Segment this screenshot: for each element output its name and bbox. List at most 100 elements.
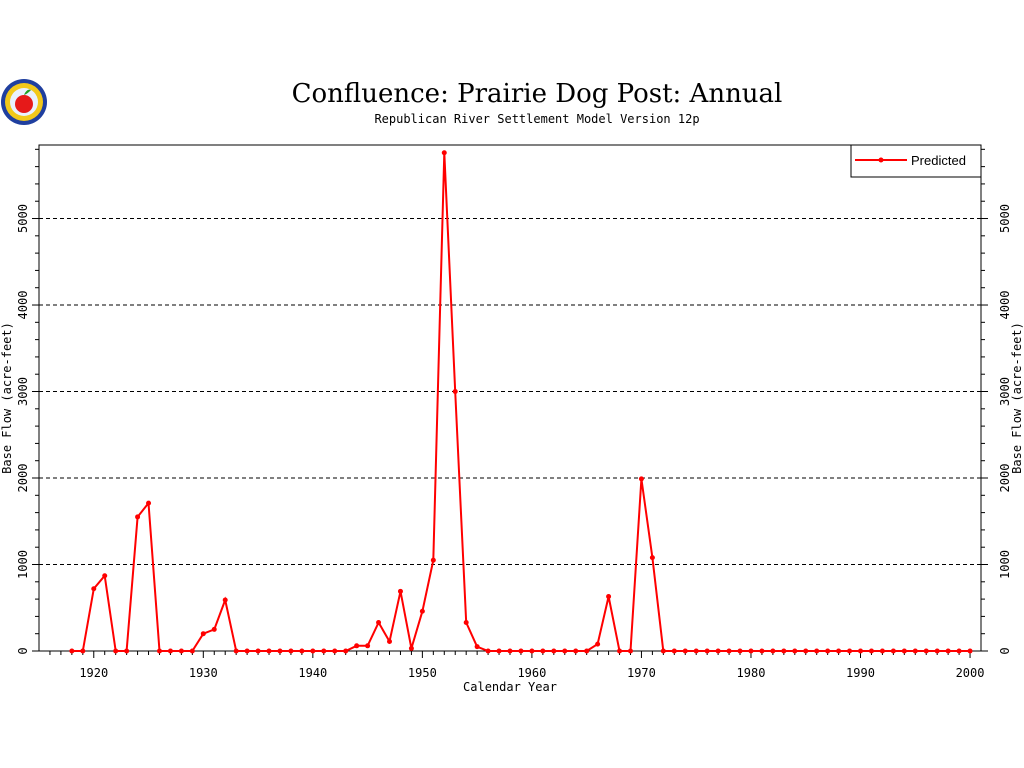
data-point <box>551 648 557 654</box>
y-axis-ticks: 0 0 1000 1000 2000 2000 3000 3000 4000 4000 5000 50… <box>16 148 1012 655</box>
data-point <box>956 648 962 654</box>
data-point <box>343 648 349 654</box>
x-tick-label: 1920 <box>79 666 108 680</box>
data-point <box>124 648 130 654</box>
y-tick-label-left: 3000 <box>16 377 30 406</box>
data-point <box>901 648 907 654</box>
data-point <box>606 594 612 600</box>
series-line <box>71 152 970 652</box>
data-point <box>759 648 765 654</box>
data-point <box>737 648 743 654</box>
data-point <box>80 648 86 654</box>
data-point <box>266 648 272 654</box>
y-tick-label-left: 2000 <box>16 464 30 493</box>
data-point <box>792 648 798 654</box>
data-point <box>704 648 710 654</box>
data-point <box>485 648 491 654</box>
data-point <box>967 648 973 654</box>
y-tick-label-left: 0 <box>16 647 30 654</box>
x-tick-label: 1980 <box>737 666 766 680</box>
data-point <box>277 648 283 654</box>
data-point <box>507 648 513 654</box>
y-tick-label-right: 1000 <box>998 550 1012 579</box>
data-point <box>113 648 119 654</box>
x-axis-label: Calendar Year <box>463 680 557 694</box>
data-point <box>649 555 655 561</box>
data-point <box>562 648 568 654</box>
data-point <box>825 648 831 654</box>
data-point <box>671 648 677 654</box>
data-point <box>868 648 874 654</box>
x-tick-label: 1960 <box>517 666 546 680</box>
data-point <box>934 648 940 654</box>
data-point <box>682 648 688 654</box>
data-point <box>836 648 842 654</box>
data-point <box>419 608 425 614</box>
x-tick-label: 1940 <box>298 666 327 680</box>
data-point <box>365 643 371 649</box>
data-point <box>693 648 699 654</box>
data-point <box>255 648 261 654</box>
data-point <box>354 643 360 649</box>
y-tick-label-left: 5000 <box>16 204 30 233</box>
data-point <box>441 150 447 156</box>
legend: Predicted <box>850 144 982 178</box>
x-tick-label: 1930 <box>189 666 218 680</box>
data-point <box>244 648 250 654</box>
data-point <box>200 631 206 637</box>
data-point <box>890 648 896 654</box>
x-tick-label: 1990 <box>846 666 875 680</box>
plot-area <box>38 144 982 652</box>
data-point <box>879 648 885 654</box>
x-tick-label: 1970 <box>627 666 656 680</box>
y-tick-label-right: 0 <box>998 647 1012 654</box>
data-point <box>222 597 228 603</box>
data-point <box>923 648 929 654</box>
y-tick-label-left: 1000 <box>16 550 30 579</box>
legend-label: Predicted <box>911 153 966 168</box>
data-point <box>638 476 644 482</box>
data-point <box>573 648 579 654</box>
y-tick-label-right: 4000 <box>998 291 1012 320</box>
data-point <box>156 648 162 654</box>
data-point <box>474 644 480 650</box>
series-predicted <box>69 150 973 654</box>
data-point <box>332 648 338 654</box>
data-point <box>726 648 732 654</box>
data-point <box>299 648 305 654</box>
y-tick-label-right: 2000 <box>998 464 1012 493</box>
y-tick-label-right: 5000 <box>998 204 1012 233</box>
data-point <box>102 573 108 579</box>
data-point <box>167 648 173 654</box>
data-point <box>135 514 141 520</box>
data-point <box>518 648 524 654</box>
chart-title: Confluence: Prairie Dog Post: Annual <box>292 79 783 109</box>
apple-logo <box>1 79 47 125</box>
data-point <box>945 648 951 654</box>
data-point <box>781 648 787 654</box>
data-point <box>452 389 458 395</box>
x-tick-label: 1950 <box>408 666 437 680</box>
grid-lines <box>39 218 981 566</box>
data-point <box>376 619 382 625</box>
data-point <box>91 586 97 592</box>
legend-marker <box>878 157 884 163</box>
data-point <box>430 557 436 563</box>
data-point <box>496 648 502 654</box>
data-point <box>715 648 721 654</box>
x-axis-ticks: 1920 1930 1940 1950 1960 1970 1980 1990 2000 <box>49 651 985 680</box>
data-point <box>627 648 633 654</box>
data-point <box>310 648 316 654</box>
data-point <box>146 500 152 506</box>
data-point <box>660 648 666 654</box>
data-point <box>463 619 469 625</box>
data-point <box>912 648 918 654</box>
data-point <box>617 648 623 654</box>
y-tick-label-left: 4000 <box>16 291 30 320</box>
data-point <box>584 648 590 654</box>
data-point <box>529 648 535 654</box>
data-point <box>178 648 184 654</box>
data-point <box>397 588 403 594</box>
x-tick-label: 2000 <box>956 666 985 680</box>
